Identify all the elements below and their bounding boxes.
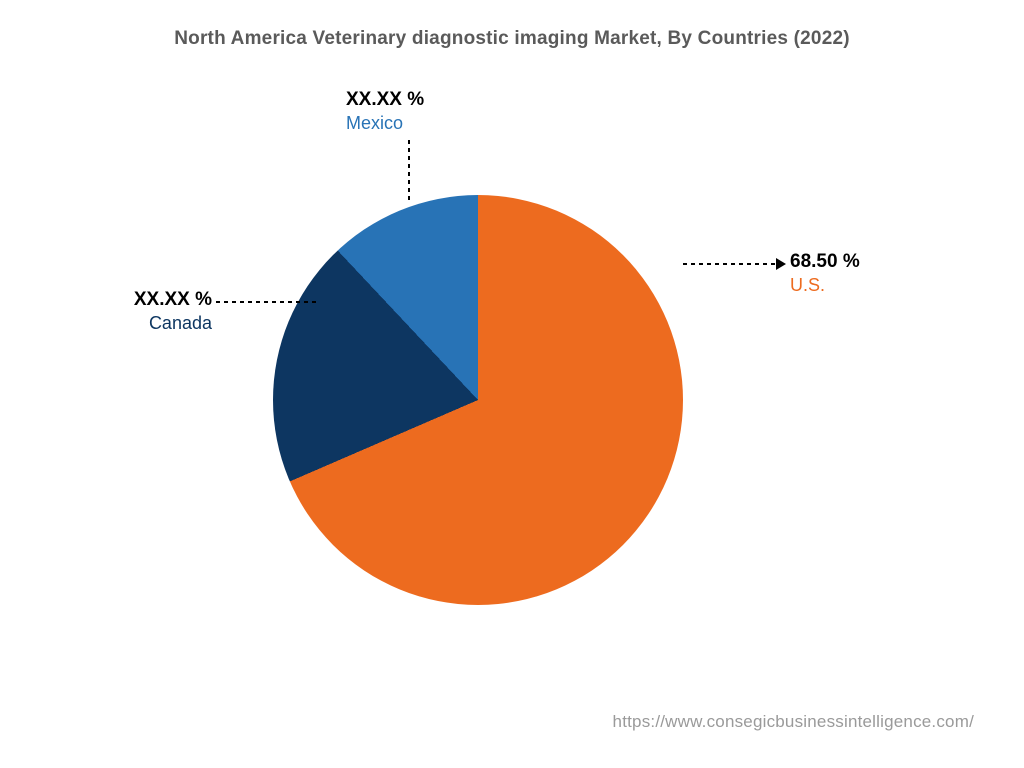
slice-pct-us: 68.50 % — [790, 250, 860, 274]
footer-url: https://www.consegicbusinessintelligence… — [613, 712, 974, 732]
slice-label-mexico: XX.XX %Mexico — [346, 88, 424, 134]
slice-name-us: U.S. — [790, 274, 860, 297]
slice-pct-mexico: XX.XX % — [346, 88, 424, 112]
slice-label-canada: XX.XX %Canada — [134, 288, 212, 334]
slice-pct-canada: XX.XX % — [134, 288, 212, 312]
slice-name-canada: Canada — [134, 312, 212, 335]
pie-disc — [273, 195, 683, 605]
slice-name-mexico: Mexico — [346, 112, 424, 135]
slice-label-us: 68.50 %U.S. — [790, 250, 860, 296]
arrow-head-us — [776, 258, 786, 270]
pie-chart: 68.50 %U.S.XX.XX %CanadaXX.XX %Mexico — [0, 0, 1024, 768]
